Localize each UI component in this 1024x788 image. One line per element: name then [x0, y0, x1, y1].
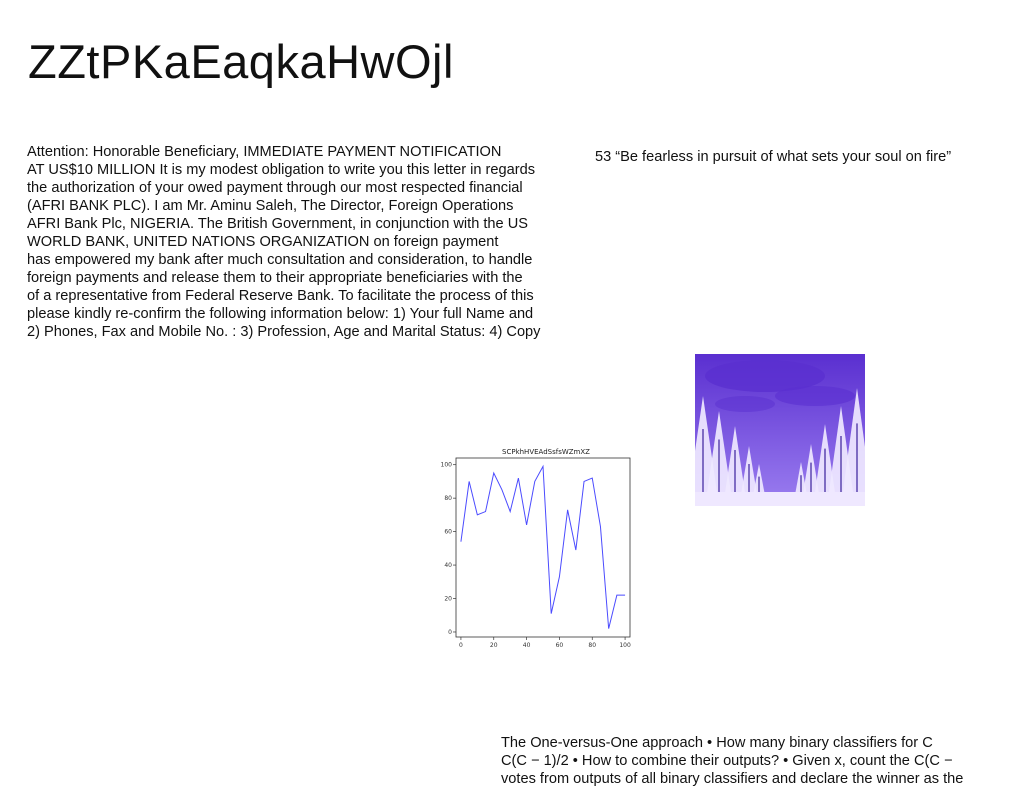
snowy-forest-image	[695, 354, 865, 506]
letter-line: 2) Phones, Fax and Mobile No. : 3) Profe…	[27, 324, 541, 340]
ovo-text-block: The One-versus-One approach • How many b…	[501, 734, 1016, 788]
y-tick-label: 100	[441, 462, 453, 469]
letter-line: has empowered my bank after much consult…	[27, 252, 533, 268]
series-line	[460, 464, 626, 629]
letter-line: the authorization of your owed payment t…	[27, 180, 523, 196]
y-tick-label: 20	[444, 596, 452, 603]
quote-text: 53 “Be fearless in pursuit of what sets …	[595, 149, 952, 165]
letter-line: (AFRI BANK PLC). I am Mr. Aminu Saleh, T…	[27, 198, 514, 214]
letter-line: AT US$10 MILLION It is my modest obligat…	[27, 162, 536, 178]
y-tick-label: 60	[444, 529, 452, 536]
x-tick-label: 80	[588, 642, 596, 649]
letter-line: Attention: Honorable Beneficiary, IMMEDI…	[27, 144, 502, 160]
x-tick-label: 60	[556, 642, 564, 649]
ovo-line: C(C − 1)/2 • How to combine their output…	[501, 753, 953, 769]
line-chart-svg: SCPkhHVEAdSsfsWZmXZ 0 20 40 60 80 100 0 20 40 60…	[441, 448, 631, 649]
y-tick-label: 40	[444, 562, 452, 569]
x-axis-ticks: 0 20 40 60 80 100	[459, 637, 631, 649]
plot-frame	[455, 457, 631, 638]
y-axis-ticks: 0 20 40 60 80 100	[441, 462, 456, 636]
x-tick-label: 100	[619, 642, 631, 649]
line-chart: SCPkhHVEAdSsfsWZmXZ 0 20 40 60 80 100 0 20 40 60…	[440, 442, 636, 652]
x-tick-label: 0	[459, 642, 463, 649]
x-tick-label: 20	[490, 642, 498, 649]
letter-text-block: Attention: Honorable Beneficiary, IMMEDI…	[27, 143, 602, 341]
letter-line: WORLD BANK, UNITED NATIONS ORGANIZATION …	[27, 234, 499, 250]
letter-line: foreign payments and release them to the…	[27, 270, 523, 286]
snowy-forest-photo	[695, 354, 865, 506]
letter-line: of a representative from Federal Reserve…	[27, 288, 534, 304]
letter-line: please kindly re-confirm the following i…	[27, 306, 534, 322]
x-tick-label: 40	[523, 642, 531, 649]
chart-title: SCPkhHVEAdSsfsWZmXZ	[502, 448, 590, 456]
ovo-line: votes from outputs of all binary classif…	[501, 771, 964, 787]
ovo-line: The One-versus-One approach • How many b…	[501, 735, 933, 751]
page-title: ZZtPKaEaqkaHwOjl	[28, 35, 454, 88]
y-tick-label: 0	[448, 629, 452, 636]
y-tick-label: 80	[444, 495, 452, 502]
letter-line: AFRI Bank Plc, NIGERIA. The British Gove…	[27, 216, 528, 232]
